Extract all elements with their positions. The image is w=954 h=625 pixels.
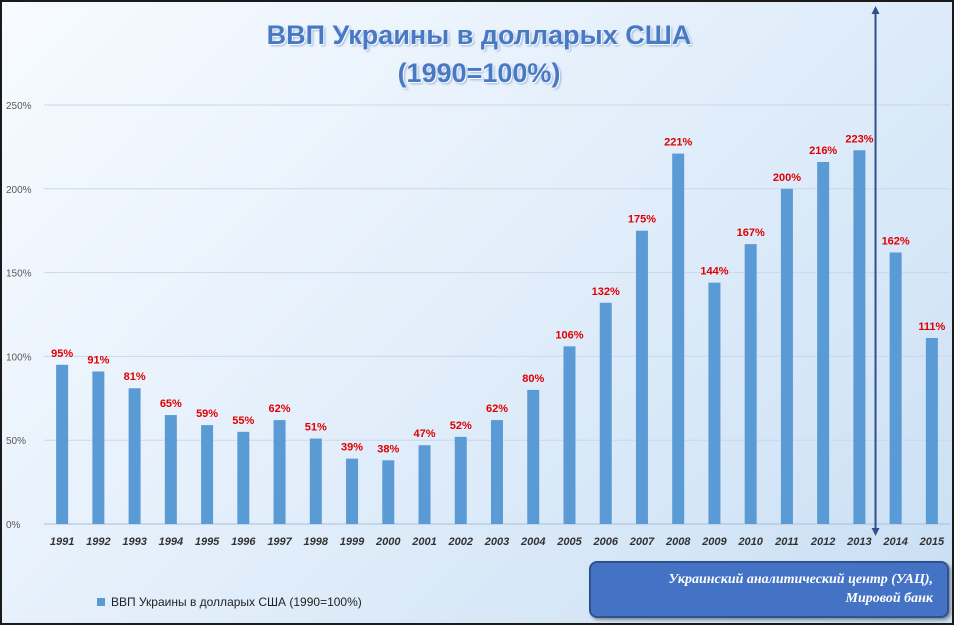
data-label: 167% [737, 227, 765, 239]
data-label: 81% [124, 371, 146, 383]
x-tick-label: 1997 [267, 536, 292, 548]
bar [128, 388, 141, 524]
bar [672, 153, 685, 524]
legend: ВВП Украины в долларых США (1990=100%) [97, 595, 362, 609]
x-tick-label: 1998 [304, 536, 329, 548]
bar [599, 302, 612, 524]
data-label: 52% [450, 420, 472, 432]
y-tick-label: 250% [6, 101, 32, 112]
bar [527, 389, 540, 524]
x-tick-label: 1991 [50, 536, 74, 548]
x-tick-label: 2015 [919, 536, 945, 548]
x-tick-label: 1995 [195, 536, 220, 548]
chart-title: ВВП Украины в долларых США [266, 20, 692, 50]
data-label: 175% [628, 214, 656, 226]
x-tick-label: 2007 [629, 536, 655, 548]
bar [817, 161, 830, 524]
x-tick-label: 2012 [810, 536, 835, 548]
data-label: 132% [592, 286, 620, 298]
bar [237, 431, 250, 524]
bar [164, 415, 177, 524]
bar [418, 445, 431, 524]
data-label: 223% [845, 133, 873, 145]
data-label: 106% [555, 329, 583, 341]
data-label: 162% [882, 235, 910, 247]
data-label: 95% [51, 348, 73, 360]
bar [889, 252, 902, 524]
bar [382, 460, 395, 524]
bar [853, 150, 866, 524]
x-tick-label: 2006 [592, 536, 618, 548]
marker-arrow-top [871, 6, 880, 14]
x-tick-label: 2005 [556, 536, 582, 548]
x-tick-label: 2013 [846, 536, 871, 548]
bar [346, 458, 359, 524]
x-tick-label: 2003 [484, 536, 509, 548]
data-label: 111% [918, 321, 945, 333]
bar [273, 420, 286, 524]
x-tick-label: 1993 [122, 536, 146, 548]
data-label: 38% [377, 443, 399, 455]
data-label: 62% [269, 403, 291, 415]
data-label: 62% [486, 403, 508, 415]
marker-arrow-bottom [871, 528, 880, 536]
bar [92, 371, 105, 524]
data-label: 47% [414, 428, 436, 440]
data-label: 91% [87, 354, 109, 366]
y-tick-label: 100% [6, 352, 32, 363]
y-tick-label: 150% [6, 269, 32, 280]
bar [744, 244, 757, 524]
data-label: 80% [522, 373, 544, 385]
bar [635, 230, 648, 524]
bar [454, 436, 467, 524]
x-tick-label: 1992 [86, 536, 110, 548]
x-tick-label: 2010 [737, 536, 763, 548]
x-tick-label: 1996 [231, 536, 256, 548]
data-label: 200% [773, 172, 801, 184]
bar [56, 364, 69, 524]
bar [201, 425, 214, 524]
x-tick-label: 2009 [701, 536, 727, 548]
y-tick-label: 50% [6, 436, 26, 447]
chart-subtitle: (1990=100%) [397, 58, 561, 88]
x-tick-label: 1999 [340, 536, 365, 548]
bar [563, 346, 576, 524]
legend-swatch [97, 598, 105, 606]
x-tick-label: 2008 [665, 536, 691, 548]
x-tick-label: 2000 [375, 536, 401, 548]
data-label: 51% [305, 422, 327, 434]
data-label: 144% [700, 266, 728, 278]
bar [491, 420, 503, 524]
bar [309, 438, 322, 524]
legend-label: ВВП Украины в долларых США (1990=100%) [111, 595, 362, 609]
x-tick-label: 2011 [774, 536, 799, 548]
data-label: 39% [341, 442, 363, 454]
x-tick-label: 1994 [159, 536, 183, 548]
data-label: 55% [232, 415, 254, 427]
x-tick-label: 2002 [448, 536, 473, 548]
x-tick-label: 2014 [882, 536, 907, 548]
y-tick-label: 0% [6, 520, 21, 531]
x-tick-label: 2001 [411, 536, 436, 548]
bar [708, 282, 721, 524]
source-line-2: Мировой банк [845, 591, 933, 606]
data-label: 65% [160, 398, 182, 410]
bar [780, 188, 793, 525]
source-note: Украинский аналитический центр (УАЦ), Ми… [589, 561, 949, 618]
y-tick-label: 200% [6, 185, 32, 196]
data-label: 221% [664, 137, 692, 149]
source-line-1: Украинский аналитический центр (УАЦ), [668, 572, 933, 587]
data-label: 59% [196, 408, 218, 420]
x-tick-label: 2004 [520, 536, 545, 548]
bar [925, 337, 938, 524]
data-label: 216% [809, 145, 837, 157]
